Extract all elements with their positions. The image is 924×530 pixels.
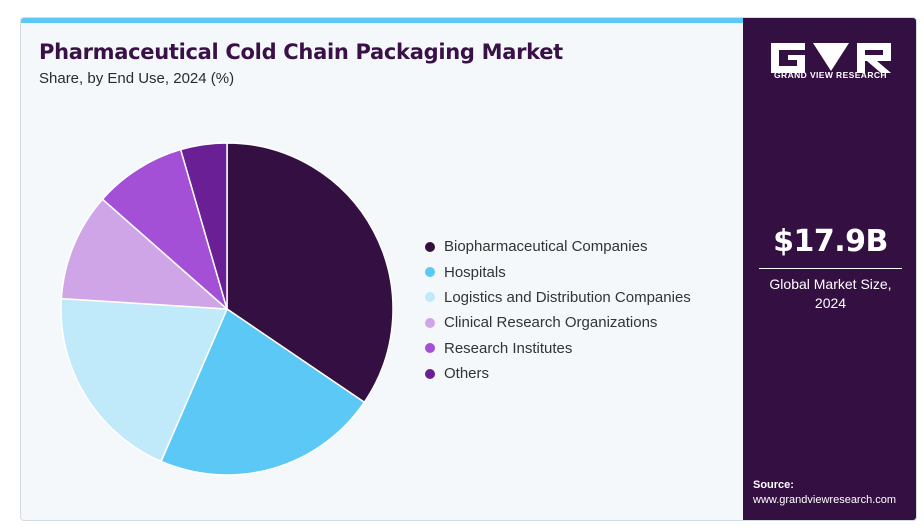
grand-view-research-logo <box>771 43 891 73</box>
legend-item-biopharmaceutical-companies: Biopharmaceutical Companies <box>425 234 691 259</box>
legend-swatch <box>425 368 435 379</box>
pie-slice-hospitals <box>160 308 366 476</box>
accent-bar <box>21 18 743 23</box>
legend-item-clinical-research-organizations: Clinical Research Organizations <box>425 310 691 335</box>
legend-item-others: Others <box>425 361 691 386</box>
pie-slice-logistics-and-distribution-companies <box>60 297 228 463</box>
source-label: Source: <box>753 479 794 491</box>
legend-swatch <box>425 267 435 278</box>
market-size-label-line2: 2024 <box>814 295 847 311</box>
legend-label: Logistics and Distribution Companies <box>444 288 691 306</box>
pie-slice-clinical-research-organizations <box>60 198 228 310</box>
legend-swatch <box>425 343 435 354</box>
legend-item-hospitals: Hospitals <box>425 259 691 284</box>
market-size-label-line1: Global Market Size, <box>769 276 892 292</box>
legend-label: Biopharmaceutical Companies <box>444 238 648 256</box>
chart-legend: Biopharmaceutical Companies Hospitals Logi… <box>425 234 691 386</box>
divider <box>759 268 902 269</box>
pie-slice-biopharmaceutical-companies <box>226 142 394 404</box>
legend-item-research-institutes: Research Institutes <box>425 336 691 361</box>
legend-item-logistics-and-distribution-companies: Logistics and Distribution Companies <box>425 285 691 310</box>
legend-swatch <box>425 292 435 303</box>
legend-label: Research Institutes <box>444 339 573 357</box>
market-size-label: Global Market Size, 2024 <box>743 275 916 313</box>
legend-swatch <box>425 241 435 252</box>
pie-chart <box>60 142 394 476</box>
legend-swatch <box>425 317 435 328</box>
logo-text: GRAND VIEW RESEARCH <box>774 70 887 80</box>
pie-slice-others <box>179 142 228 310</box>
chart-subtitle: Share, by End Use, 2024 (%) <box>39 70 235 87</box>
info-sidebar: GRAND VIEW RESEARCH $17.9B Global Market… <box>743 18 916 520</box>
pie-slice-research-institutes <box>101 148 228 310</box>
legend-label: Others <box>444 365 490 383</box>
legend-label: Clinical Research Organizations <box>444 314 658 332</box>
source-url[interactable]: www.grandviewresearch.com <box>753 494 897 506</box>
legend-label: Hospitals <box>444 263 506 281</box>
market-size-value: $17.9B <box>773 224 888 259</box>
chart-title: Pharmaceutical Cold Chain Packaging Mark… <box>39 40 563 64</box>
chart-card: Pharmaceutical Cold Chain Packaging Mark… <box>20 17 917 521</box>
